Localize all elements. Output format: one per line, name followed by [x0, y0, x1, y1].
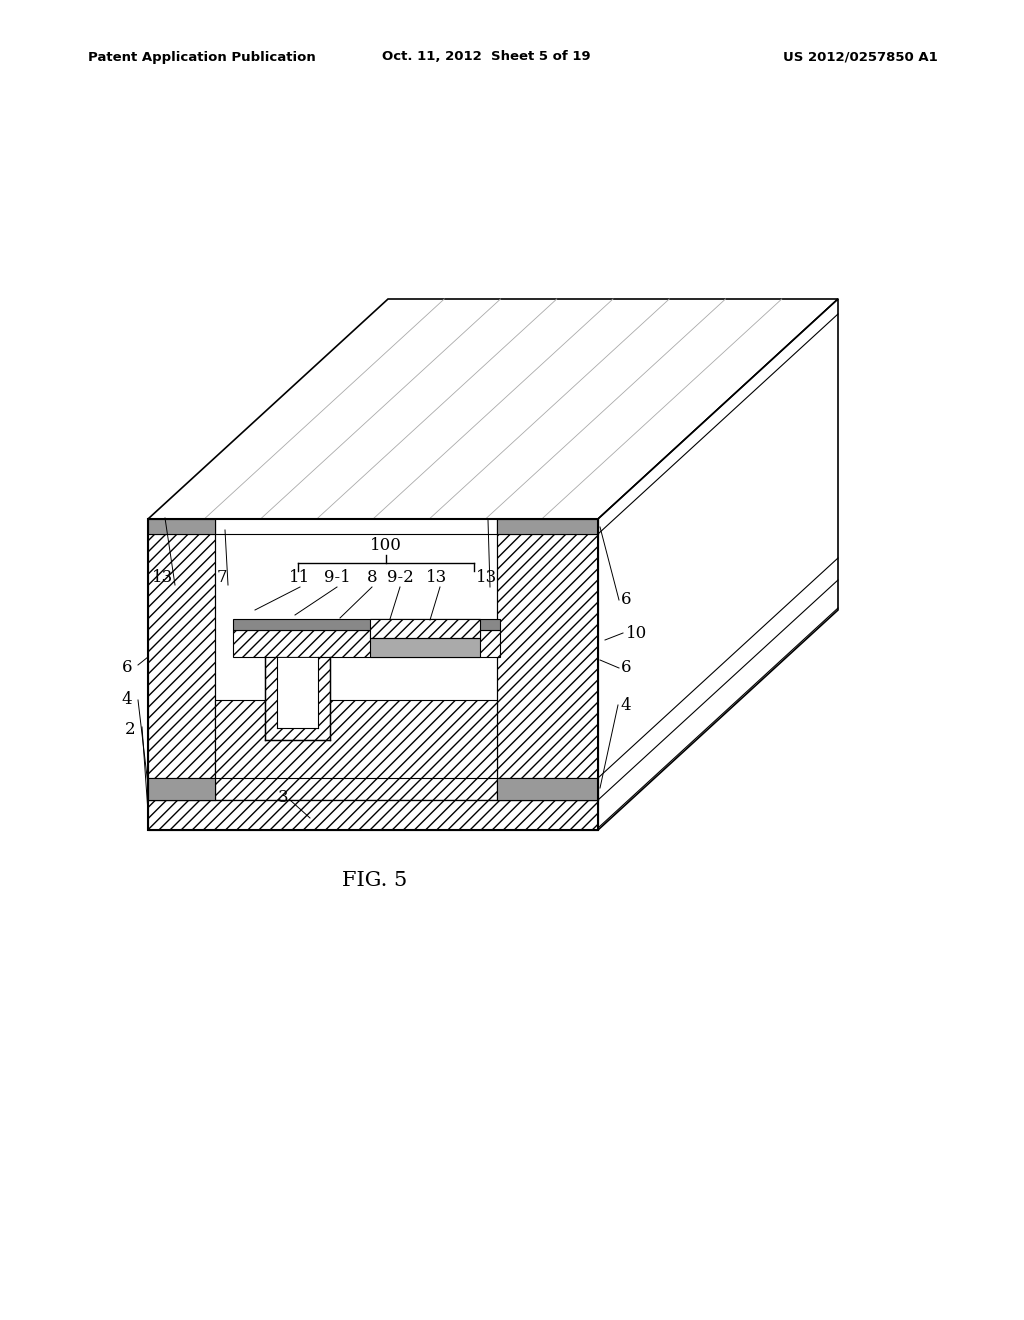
Text: 100: 100 [370, 536, 402, 553]
Text: 4: 4 [620, 697, 631, 714]
Polygon shape [497, 519, 598, 535]
Text: 9-2: 9-2 [387, 569, 414, 586]
Polygon shape [148, 519, 215, 535]
Polygon shape [497, 777, 598, 800]
Text: Oct. 11, 2012  Sheet 5 of 19: Oct. 11, 2012 Sheet 5 of 19 [382, 50, 590, 63]
Text: 11: 11 [290, 569, 310, 586]
Polygon shape [148, 800, 598, 830]
Text: 2: 2 [125, 722, 135, 738]
Polygon shape [370, 619, 480, 638]
Text: 13: 13 [426, 569, 447, 586]
Polygon shape [148, 519, 215, 800]
Polygon shape [497, 519, 598, 800]
Text: 10: 10 [626, 624, 647, 642]
Polygon shape [265, 657, 330, 741]
Text: 6: 6 [621, 591, 632, 609]
Text: 3: 3 [278, 788, 289, 805]
Text: 13: 13 [476, 569, 498, 586]
Polygon shape [148, 300, 838, 519]
Text: 7: 7 [217, 569, 227, 586]
Polygon shape [370, 619, 480, 657]
Text: US 2012/0257850 A1: US 2012/0257850 A1 [783, 50, 938, 63]
Text: 6: 6 [122, 660, 132, 676]
Polygon shape [215, 700, 497, 800]
Text: 4: 4 [122, 692, 132, 709]
Text: 6: 6 [621, 660, 632, 676]
Polygon shape [278, 657, 318, 729]
Polygon shape [598, 300, 838, 830]
Text: 13: 13 [153, 569, 174, 586]
Polygon shape [233, 630, 500, 657]
Text: Patent Application Publication: Patent Application Publication [88, 50, 315, 63]
Polygon shape [233, 619, 500, 630]
Text: 8: 8 [367, 569, 377, 586]
Text: FIG. 5: FIG. 5 [342, 870, 408, 890]
Polygon shape [148, 777, 215, 800]
Text: 9-1: 9-1 [324, 569, 350, 586]
